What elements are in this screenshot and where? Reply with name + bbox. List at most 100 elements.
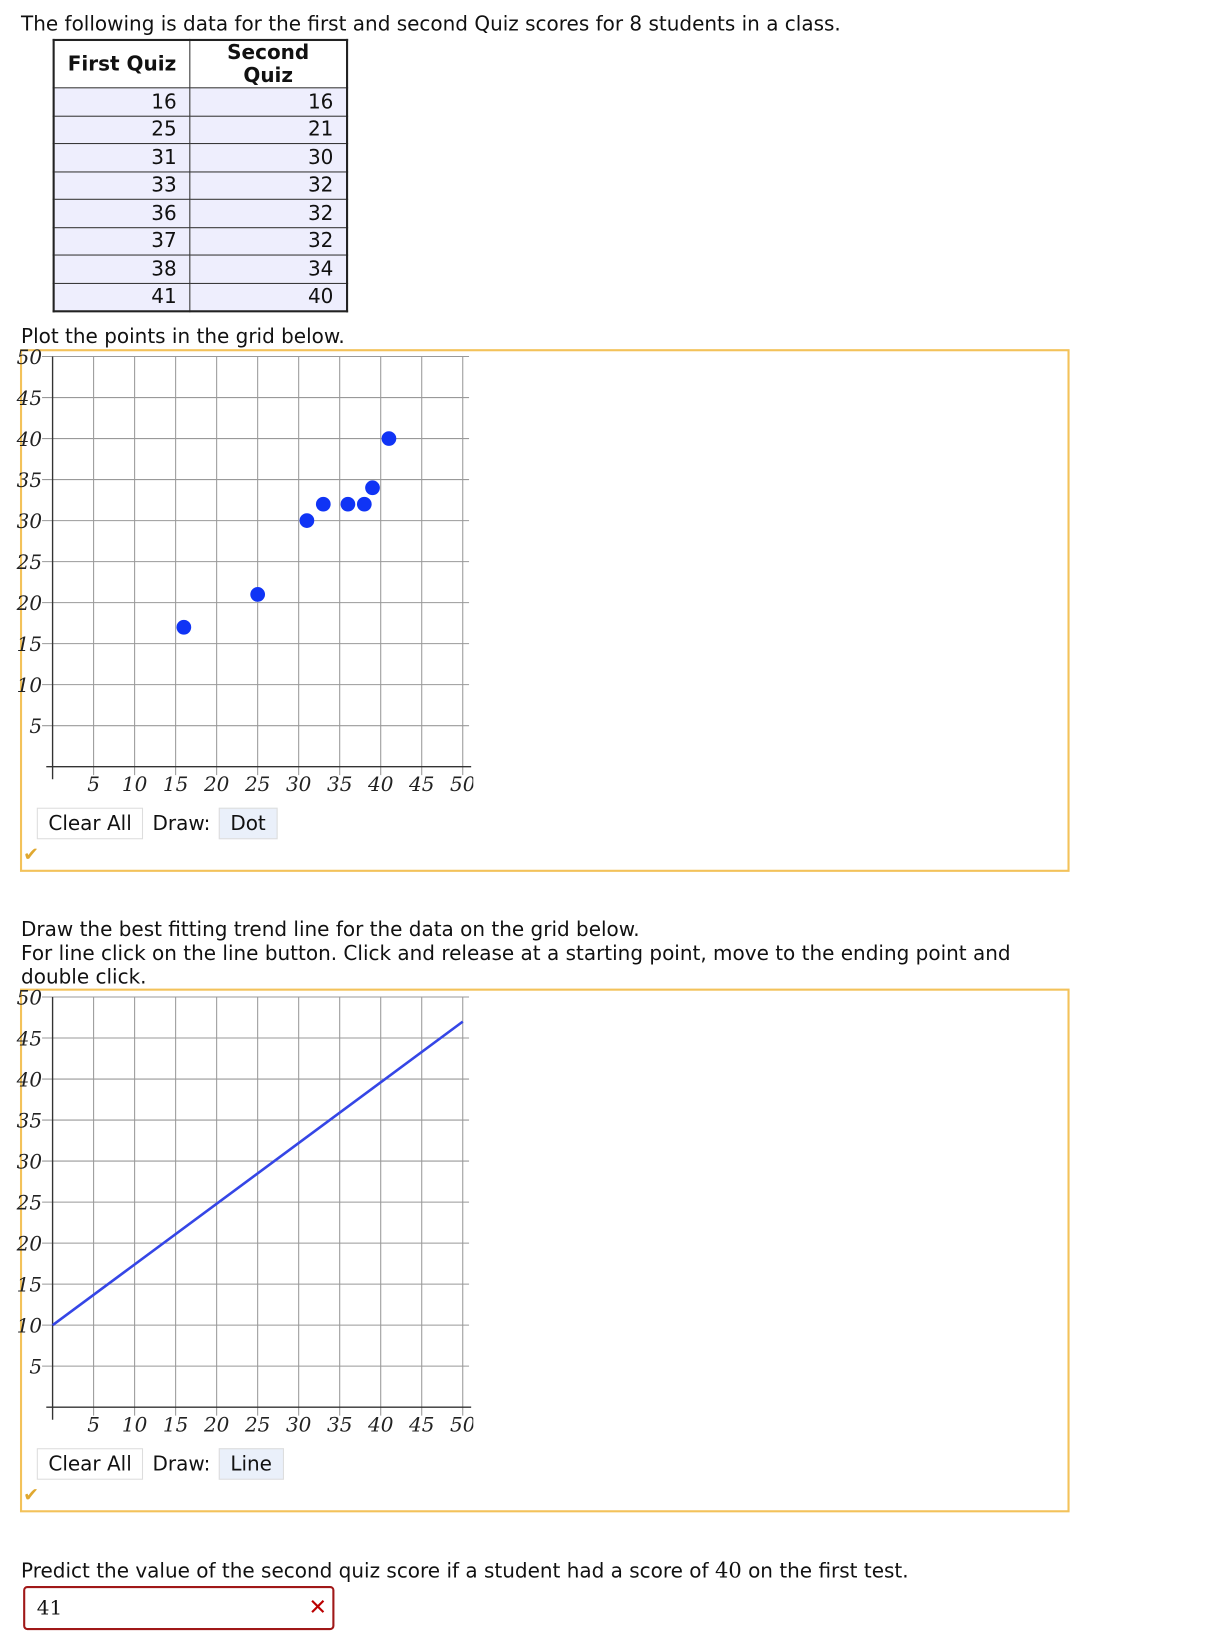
trend-line [51,1020,464,1327]
y-tick-label: 15 [17,632,42,656]
x-tick-label: 20 [203,1412,230,1436]
x-tick-label: 35 [327,1412,352,1436]
y-tick-label: 5 [29,714,42,738]
table-cell: 16 [189,87,348,117]
table-cell: 32 [189,170,348,200]
graph[interactable]: 5 10 15 20 25 30 35 40 45 50 5 10 15 20 25 30 35 40 45 50 [0,990,474,1444]
wrong-icon: ✕ [308,1594,328,1620]
data-table: First Quiz Second Quiz 16 16 25 21 31 30 33 32 3… [52,38,349,313]
y-tick-label: 50 [17,349,43,369]
answer-value: 41 [36,1596,63,1620]
x-tick-label: 50 [450,1412,473,1436]
x-tick-label: 40 [367,772,394,796]
table-row: 25 21 [53,115,348,145]
table-header: First Quiz [53,39,191,89]
y-tick-label: 50 [17,990,43,1010]
instruction: Plot the points in the grid below. [21,324,345,349]
y-tick-label: 45 [16,386,42,410]
table-row: 16 16 [53,87,348,117]
y-tick-label: 25 [16,550,42,574]
table-cell: 37 [53,226,191,256]
table-cell: 40 [189,282,348,312]
table-cell: 36 [53,198,191,228]
plotted-dot [299,513,315,528]
x-tick-label: 20 [203,772,230,796]
x-tick-label: 40 [367,1412,394,1436]
y-tick-label: 40 [16,427,43,451]
y-tick-label: 25 [16,1190,42,1214]
plotted-dot [250,587,266,602]
table-cell: 41 [53,282,191,312]
table-cell: 32 [189,198,348,228]
clear-all-button[interactable]: Clear All [36,807,144,840]
table-row: 31 30 [53,143,348,172]
y-tick-label: 10 [17,1314,43,1338]
table-row: 36 32 [53,198,348,228]
y-tick-label: 30 [17,1149,43,1173]
dot-button[interactable]: Dot [218,807,278,840]
line-button[interactable]: Line [218,1448,284,1480]
table-cell: 16 [53,87,191,117]
y-tick-label: 5 [29,1355,42,1379]
y-tick-label: 35 [17,1108,42,1132]
clear-all-button[interactable]: Clear All [36,1448,144,1480]
y-tick-label: 20 [16,1231,43,1255]
plotted-dot [365,480,380,496]
graph-box [19,988,1070,1513]
plotted-dot [340,496,356,512]
check-icon: ✔ [23,1483,40,1507]
table-cell: 38 [53,254,191,284]
table-cell: 32 [189,226,348,256]
plotted-dot [176,619,192,635]
y-tick-label: 10 [17,673,43,697]
plotted-dot [356,496,372,512]
table-row: 41 40 [53,282,348,312]
y-tick-label: 40 [16,1067,43,1091]
x-tick-label: 15 [163,772,188,796]
table-cell: 25 [53,115,191,145]
y-tick-label: 15 [17,1272,42,1296]
table-header: Second Quiz [189,39,348,89]
x-tick-label: 25 [244,1412,270,1436]
x-tick-label: 25 [244,772,270,796]
question-text: on the first test. [748,1559,909,1583]
question-number: 40 [714,1557,742,1583]
answer-input[interactable]: 41 ✕ [23,1585,335,1631]
x-tick-label: 5 [87,772,100,796]
table-cell: 34 [189,254,348,284]
draw-label: Draw: [152,1452,211,1476]
y-tick-label: 45 [16,1026,42,1050]
x-tick-label: 30 [286,1412,312,1436]
x-tick-label: 5 [87,1412,100,1436]
plotted-dot [315,496,331,512]
x-tick-label: 30 [286,772,312,796]
x-tick-label: 45 [408,772,434,796]
table-cell: 31 [53,143,191,172]
x-tick-label: 50 [450,772,473,796]
instruction: Draw the best fitting trend line for the… [21,918,640,942]
x-tick-label: 10 [122,772,148,796]
y-tick-label: 35 [17,468,42,492]
table-cell: 33 [53,170,191,200]
x-tick-label: 45 [408,1412,434,1436]
plotted-dot [381,431,397,446]
graph-box [19,349,1070,872]
question-text: Predict the value of the second quiz sco… [21,1559,709,1583]
draw-label: Draw: [152,811,211,836]
table-cell: 30 [189,143,348,172]
question: Predict the value of the second quiz sco… [21,1558,909,1583]
x-tick-label: 10 [122,1412,148,1436]
graph: 5 10 15 20 25 30 35 40 45 50 5 10 15 20 25 30 35 40 45 50 [16,349,474,796]
table-row: 38 34 [53,254,348,284]
instruction: For line click on the line button. Click… [21,942,1011,989]
table-cell: 21 [189,115,348,145]
intro-text: The following is data for the first and … [21,12,841,36]
x-tick-label: 35 [327,772,352,796]
y-tick-label: 30 [17,509,43,533]
x-tick-label: 15 [163,1412,188,1436]
y-tick-label: 20 [16,591,43,615]
table-row: 37 32 [53,226,348,256]
table-row: 33 32 [53,170,348,200]
